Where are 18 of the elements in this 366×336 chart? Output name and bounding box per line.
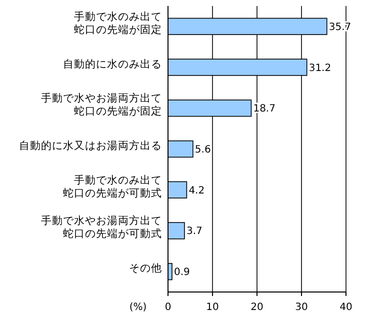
y-tick-label: その他 xyxy=(129,262,162,275)
data-label: 3.7 xyxy=(186,226,202,238)
data-label: 31.2 xyxy=(308,62,332,74)
data-label: 4.2 xyxy=(188,185,205,196)
x-tick-label: 40 xyxy=(340,302,352,313)
x-tick-label: 0 xyxy=(164,302,172,313)
y-tick-label: 手動で水やお湯両方出て蛇口の先端が固定 xyxy=(41,92,162,118)
x-tick-label: 20 xyxy=(250,302,264,313)
x-tick-label: 30 xyxy=(295,302,308,313)
data-label: 0.9 xyxy=(174,267,190,278)
y-tick-label: 手動で水やお湯両方出て蛇口の先端が可動式 xyxy=(41,214,162,240)
x-axis-title: (%) xyxy=(129,302,147,313)
y-tick-label: 手動で水のみ出て蛇口の先端が可動式 xyxy=(63,173,162,200)
y-tick-label: 自動的に水のみ出る xyxy=(63,57,162,70)
data-label: 5.6 xyxy=(194,144,211,156)
y-tick-label: 自動的に水又はお湯両方出る xyxy=(19,139,162,152)
y-tick-label: 手動で水のみ出て蛇口の先端が固定 xyxy=(74,10,162,36)
x-tick-label: 10 xyxy=(206,302,219,313)
